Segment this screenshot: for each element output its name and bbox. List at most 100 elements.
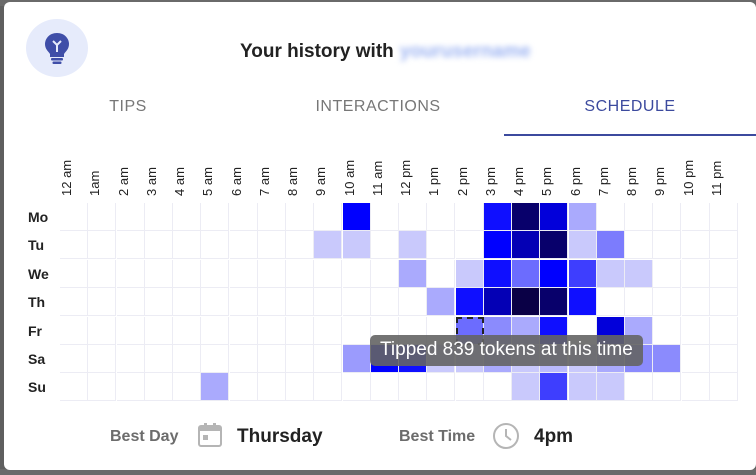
heatmap-cell[interactable] [229,373,258,402]
heatmap-cell[interactable] [144,316,173,345]
heatmap-cell[interactable] [314,288,343,317]
heatmap-cell[interactable] [625,231,653,260]
heatmap-cell[interactable] [540,373,569,402]
heatmap-cell[interactable] [540,259,569,288]
heatmap-cell[interactable] [257,345,286,373]
heatmap-cell[interactable] [116,231,145,260]
heatmap-cell[interactable] [116,345,145,373]
heatmap-cell[interactable] [60,231,88,260]
heatmap-cell[interactable] [512,231,540,260]
heatmap-cell[interactable] [483,259,512,288]
heatmap-cell[interactable] [399,259,427,288]
heatmap-cell[interactable] [512,373,540,402]
heatmap-cell[interactable] [427,373,456,402]
heatmap-cell[interactable] [540,203,569,231]
heatmap-cell[interactable] [596,231,625,260]
heatmap-cell[interactable] [60,203,88,231]
heatmap-cell[interactable] [88,231,117,260]
heatmap-cell[interactable] [116,259,145,288]
tab-interactions[interactable]: INTERACTIONS [315,98,441,115]
heatmap-cell[interactable] [257,203,286,231]
heatmap-cell[interactable] [314,345,343,373]
heatmap-cell[interactable] [257,316,286,345]
heatmap-cell[interactable] [286,203,314,231]
heatmap-cell[interactable] [116,316,145,345]
heatmap-cell[interactable] [540,288,569,317]
heatmap-cell[interactable] [709,373,738,402]
heatmap-cell[interactable] [173,203,201,231]
heatmap-cell[interactable] [681,373,710,402]
heatmap-cell[interactable] [455,203,484,231]
heatmap-cell[interactable] [201,316,230,345]
heatmap-cell[interactable] [625,288,653,317]
heatmap-cell[interactable] [512,203,540,231]
heatmap-cell[interactable] [257,373,286,402]
heatmap-cell[interactable] [681,203,710,231]
heatmap-cell[interactable] [568,288,597,317]
heatmap-cell[interactable] [144,259,173,288]
heatmap-cell[interactable] [286,231,314,260]
heatmap-cell[interactable] [455,288,484,317]
heatmap-cell[interactable] [596,288,625,317]
heatmap-cell[interactable] [342,345,371,373]
heatmap-cell[interactable] [286,345,314,373]
heatmap-cell[interactable] [314,373,343,402]
heatmap-cell[interactable] [173,231,201,260]
heatmap-cell[interactable] [201,259,230,288]
heatmap-cell[interactable] [427,288,456,317]
heatmap-cell[interactable] [709,316,738,345]
heatmap-cell[interactable] [60,316,88,345]
heatmap-cell[interactable] [60,259,88,288]
heatmap-cell[interactable] [625,373,653,402]
heatmap-cell[interactable] [370,203,399,231]
heatmap-cell[interactable] [709,345,738,373]
heatmap-cell[interactable] [60,288,88,317]
heatmap-cell[interactable] [88,345,117,373]
heatmap-cell[interactable] [596,203,625,231]
heatmap-cell[interactable] [596,373,625,402]
heatmap-cell[interactable] [568,373,597,402]
heatmap-cell[interactable] [399,373,427,402]
heatmap-cell[interactable] [173,288,201,317]
heatmap-cell[interactable] [342,373,371,402]
heatmap-cell[interactable] [455,373,484,402]
heatmap-cell[interactable] [399,288,427,317]
heatmap-cell[interactable] [88,288,117,317]
heatmap-cell[interactable] [229,345,258,373]
heatmap-cell[interactable] [286,259,314,288]
heatmap-cell[interactable] [116,288,145,317]
heatmap-cell[interactable] [681,345,710,373]
heatmap-cell[interactable] [342,288,371,317]
heatmap-cell[interactable] [653,316,682,345]
heatmap-cell[interactable] [286,288,314,317]
heatmap-cell[interactable] [455,231,484,260]
heatmap-cell[interactable] [257,259,286,288]
heatmap-cell[interactable] [427,203,456,231]
heatmap-cell[interactable] [709,203,738,231]
heatmap-cell[interactable] [653,259,682,288]
heatmap-cell[interactable] [653,288,682,317]
heatmap-cell[interactable] [201,288,230,317]
heatmap-cell[interactable] [342,203,371,231]
heatmap-cell[interactable] [314,203,343,231]
heatmap-cell[interactable] [314,231,343,260]
heatmap-cell[interactable] [342,316,371,345]
heatmap-cell[interactable] [144,288,173,317]
heatmap-cell[interactable] [229,259,258,288]
heatmap-cell[interactable] [173,316,201,345]
heatmap-cell[interactable] [144,373,173,402]
tab-tips[interactable]: TIPS [109,98,147,115]
heatmap-cell[interactable] [144,231,173,260]
heatmap-cell[interactable] [229,231,258,260]
heatmap-cell[interactable] [653,203,682,231]
heatmap-cell[interactable] [116,203,145,231]
heatmap-cell[interactable] [342,231,371,260]
heatmap-cell[interactable] [653,373,682,402]
heatmap-cell[interactable] [229,288,258,317]
heatmap-cell[interactable] [568,259,597,288]
heatmap-cell[interactable] [342,259,371,288]
heatmap-cell[interactable] [286,316,314,345]
heatmap-cell[interactable] [88,316,117,345]
heatmap-cell[interactable] [88,373,117,402]
heatmap-cell[interactable] [370,259,399,288]
